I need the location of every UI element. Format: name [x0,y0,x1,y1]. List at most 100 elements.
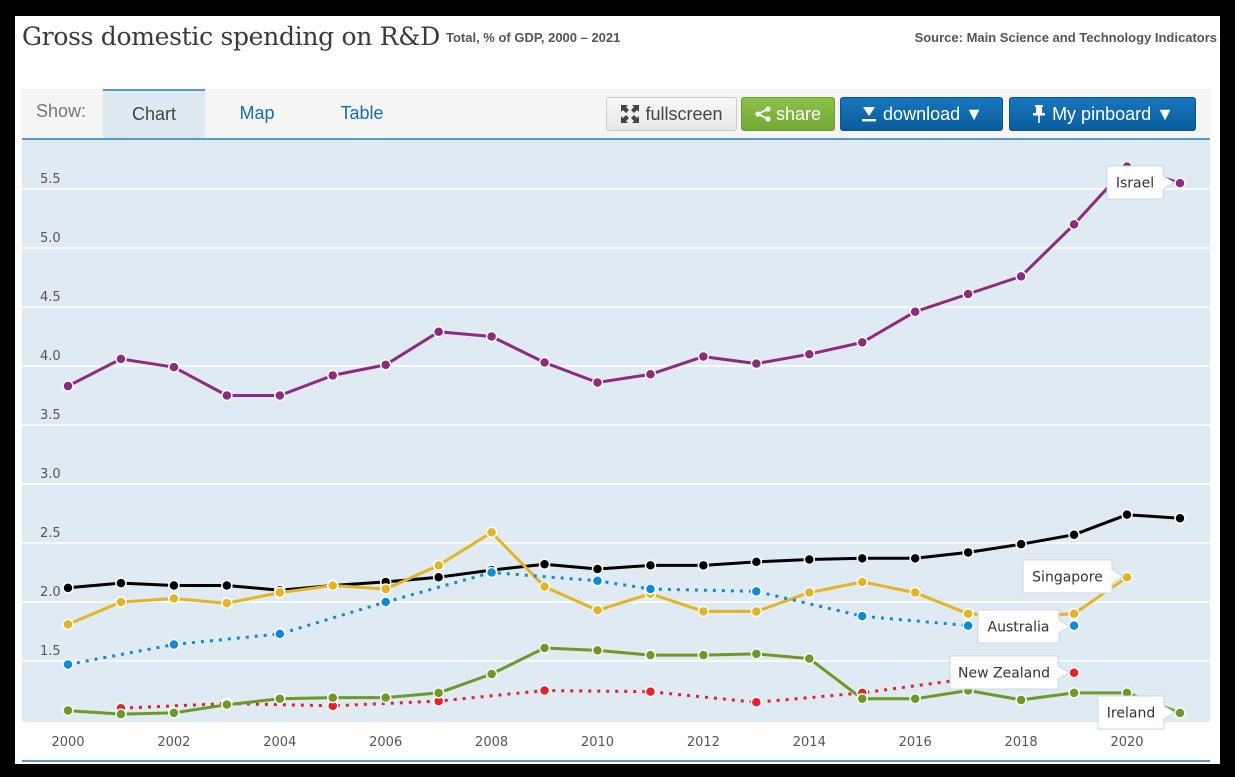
tab-map[interactable]: Map [239,103,275,123]
data-point-ireland[interactable] [1015,694,1027,706]
series-line-israel[interactable] [67,165,1181,397]
data-point-oecd[interactable] [1174,512,1186,524]
pinboard-button[interactable]: My pinboard ▼ [1009,97,1196,131]
data-point-israel[interactable] [115,353,127,365]
data-point-australia[interactable] [485,566,498,579]
data-point-singapore[interactable] [538,580,551,593]
data-point-oecd[interactable] [591,563,604,575]
data-point-australia[interactable] [168,638,180,651]
data-point-israel[interactable] [1015,270,1027,283]
data-point-oecd[interactable] [221,579,233,592]
data-point-australia[interactable] [62,658,74,671]
data-point-ireland[interactable] [62,704,74,717]
data-point-ireland[interactable] [697,649,710,661]
data-point-oecd[interactable] [644,559,657,572]
data-point-ireland[interactable] [750,648,763,660]
data-point-australia[interactable] [379,596,392,608]
data-point-israel[interactable] [1068,218,1080,231]
tab-table[interactable]: Table [340,103,384,123]
data-point-oecd[interactable] [62,582,74,594]
data-point-singapore[interactable] [856,576,868,588]
data-point-ireland[interactable] [1174,707,1186,719]
tab-chart[interactable]: Chart [103,89,205,138]
data-point-australia[interactable] [274,628,286,640]
series-line-ireland[interactable] [67,646,1181,716]
data-point-australia[interactable] [856,610,868,622]
data-point-ireland[interactable] [168,707,180,719]
data-point-oecd[interactable] [1068,528,1080,541]
data-point-new-zealand[interactable] [1068,667,1080,679]
data-point-oecd[interactable] [115,577,127,589]
data-point-australia[interactable] [962,619,974,632]
data-point-ireland[interactable] [538,642,551,654]
data-point-israel[interactable] [538,356,551,369]
data-point-singapore[interactable] [909,586,921,599]
source-link[interactable]: Source: Main Science and Technology Indi… [914,30,1217,45]
series-line-new-zealand[interactable] [120,671,1075,710]
data-point-oecd[interactable] [432,571,445,583]
data-point-oecd[interactable] [1121,508,1133,521]
data-point-singapore[interactable] [750,605,763,618]
data-point-israel[interactable] [750,357,763,370]
data-point-new-zealand[interactable] [644,685,657,698]
data-point-singapore[interactable] [962,608,974,620]
data-point-oecd[interactable] [168,579,180,592]
data-point-oecd[interactable] [962,546,974,559]
data-point-ireland[interactable] [379,691,392,704]
data-point-ireland[interactable] [909,693,921,705]
data-point-singapore[interactable] [432,559,445,572]
data-point-oecd[interactable] [697,559,710,572]
data-point-singapore[interactable] [221,597,233,609]
data-point-ireland[interactable] [803,652,816,665]
data-point-ireland[interactable] [591,644,604,657]
data-point-australia[interactable] [1068,619,1080,632]
data-point-ireland[interactable] [856,693,868,705]
fullscreen-button[interactable]: fullscreen [606,97,737,131]
data-point-oecd[interactable] [1015,538,1027,550]
data-point-israel[interactable] [856,336,868,349]
data-point-israel[interactable] [221,389,233,402]
data-point-israel[interactable] [697,350,710,363]
data-point-ireland[interactable] [274,693,286,705]
data-point-israel[interactable] [962,288,974,300]
data-point-ireland[interactable] [485,668,498,680]
data-point-singapore[interactable] [274,586,286,599]
data-point-australia[interactable] [750,585,763,598]
data-point-oecd[interactable] [538,558,551,570]
data-point-israel[interactable] [485,330,498,343]
data-point-israel[interactable] [909,305,921,318]
data-point-new-zealand[interactable] [538,684,551,697]
data-point-singapore[interactable] [327,579,339,592]
data-point-singapore[interactable] [803,586,816,599]
data-point-singapore[interactable] [591,604,604,617]
data-point-singapore[interactable] [1121,571,1133,583]
data-point-singapore[interactable] [1068,608,1080,620]
data-point-ireland[interactable] [432,687,445,699]
data-point-israel[interactable] [379,359,392,371]
data-point-ireland[interactable] [1068,687,1080,699]
data-point-australia[interactable] [591,575,604,587]
data-point-singapore[interactable] [379,583,392,595]
data-point-singapore[interactable] [115,596,127,608]
data-point-ireland[interactable] [644,649,657,661]
data-point-israel[interactable] [644,368,657,381]
data-point-ireland[interactable] [327,691,339,704]
data-point-ireland[interactable] [115,708,127,720]
download-button[interactable]: download ▼ [840,97,1003,131]
data-point-singapore[interactable] [485,526,498,539]
data-point-israel[interactable] [591,376,604,389]
data-point-singapore[interactable] [62,618,74,631]
data-point-oecd[interactable] [803,553,816,566]
data-point-oecd[interactable] [909,552,921,565]
data-point-new-zealand[interactable] [750,696,763,709]
data-point-israel[interactable] [1174,177,1186,189]
series-line-oecd[interactable] [67,513,1181,592]
data-point-israel[interactable] [327,369,339,382]
data-point-ireland[interactable] [221,698,233,711]
data-point-oecd[interactable] [750,556,763,568]
data-point-singapore[interactable] [168,592,180,605]
data-point-israel[interactable] [432,326,445,338]
share-button[interactable]: share [741,97,835,131]
data-point-oecd[interactable] [856,552,868,565]
data-point-israel[interactable] [803,348,816,360]
